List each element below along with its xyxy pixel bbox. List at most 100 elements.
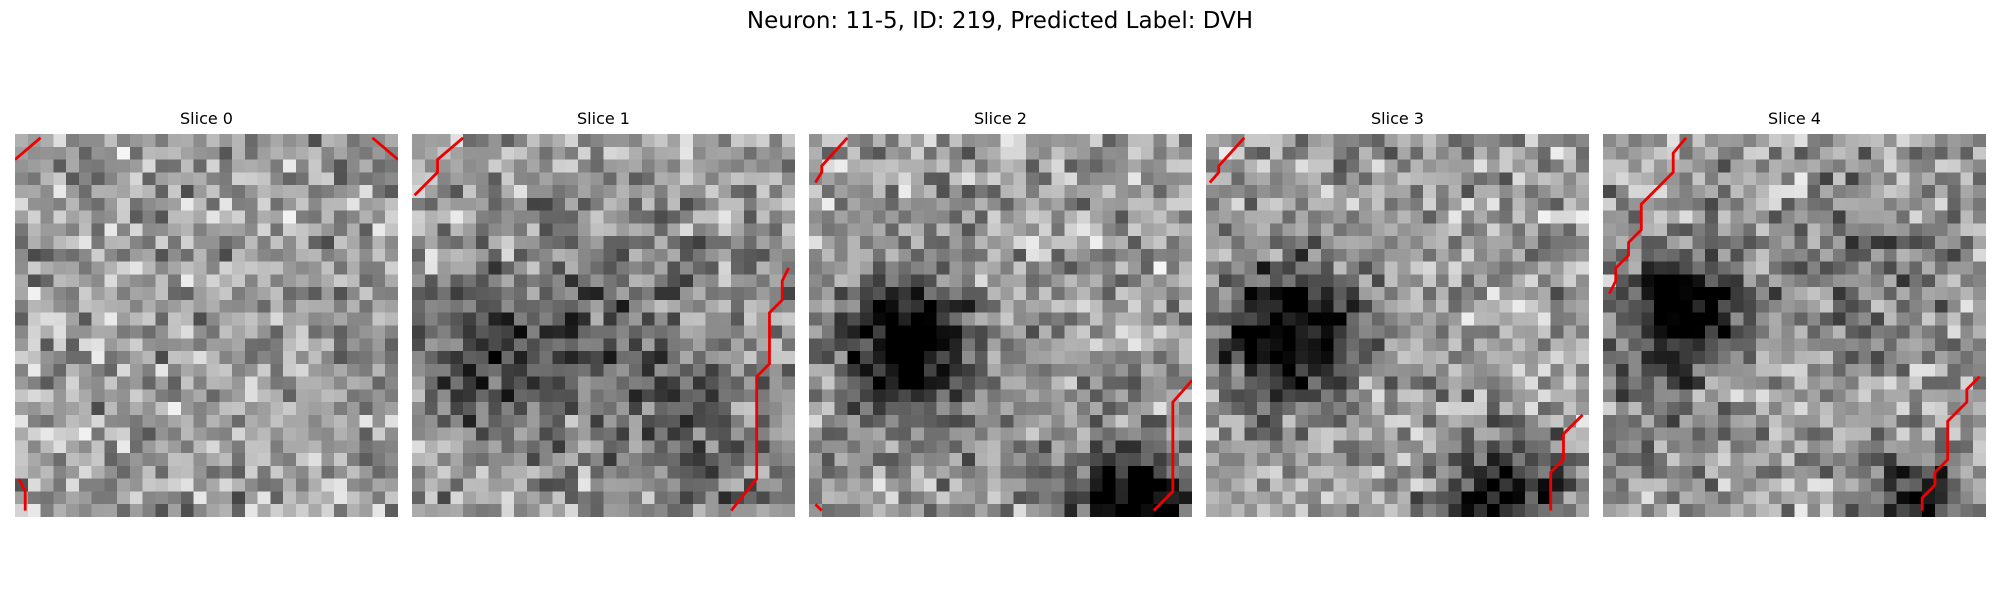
pixel (1371, 414, 1385, 428)
pixel (1807, 223, 1821, 237)
pixel (539, 236, 553, 250)
pixel (1679, 376, 1693, 390)
pixel (1026, 274, 1040, 288)
pixel (514, 504, 528, 517)
pixel (1603, 453, 1617, 467)
pixel (1320, 248, 1334, 262)
pixel (898, 185, 912, 199)
pixel (667, 185, 681, 199)
pixel (860, 146, 874, 160)
pixel (257, 210, 271, 224)
pixel (1013, 210, 1027, 224)
pixel (346, 402, 360, 416)
pixel (911, 312, 925, 326)
pixel (1346, 389, 1360, 403)
pixel (1781, 236, 1795, 250)
pixel (219, 491, 233, 505)
pixel (1820, 159, 1834, 173)
pixel (1934, 312, 1948, 326)
pixel (1934, 504, 1948, 517)
pixel (168, 159, 182, 173)
pixel (641, 146, 655, 160)
pixel (1654, 312, 1668, 326)
pixel (219, 261, 233, 275)
pixel (1743, 134, 1757, 148)
pixel (1512, 223, 1526, 237)
pixel (641, 248, 655, 262)
pixel (437, 312, 451, 326)
pixel (616, 325, 630, 339)
pixel (1333, 261, 1347, 275)
pixel (1051, 453, 1065, 467)
pixel (117, 185, 131, 199)
pixel (949, 440, 963, 454)
pixel (1384, 402, 1398, 416)
pixel (1257, 197, 1271, 211)
pixel (1000, 427, 1014, 441)
pixel (129, 453, 143, 467)
pixel (424, 504, 438, 517)
pixel (1244, 363, 1258, 377)
pixel (1179, 478, 1192, 492)
pixel (488, 287, 502, 301)
pixel (1756, 414, 1770, 428)
pixel (1641, 376, 1655, 390)
pixel (1641, 440, 1655, 454)
pixel (1909, 504, 1923, 517)
pixel (193, 363, 207, 377)
pixel (1166, 210, 1180, 224)
pixel (1384, 504, 1398, 517)
pixel (552, 134, 566, 148)
pixel (1871, 159, 1885, 173)
pixel (1269, 134, 1283, 148)
pixel (872, 427, 886, 441)
pixel (718, 427, 732, 441)
pixel (155, 287, 169, 301)
pixel (1077, 338, 1091, 352)
pixel (1832, 491, 1846, 505)
pixel (193, 287, 207, 301)
pixel (565, 236, 579, 250)
pixel (847, 478, 861, 492)
pixel (1537, 172, 1551, 186)
pixel (1115, 210, 1129, 224)
pixel (1308, 236, 1322, 250)
pixel (1320, 427, 1334, 441)
pixel (1474, 453, 1488, 467)
pixel (295, 376, 309, 390)
pixel (180, 261, 194, 275)
pixel (1820, 172, 1834, 186)
pixel (936, 197, 950, 211)
pixel (552, 210, 566, 224)
pixel (731, 363, 745, 377)
pixel (1537, 491, 1551, 505)
pixel (1947, 159, 1961, 173)
pixel (1603, 299, 1617, 313)
pixel (1384, 478, 1398, 492)
pixel (923, 312, 937, 326)
pixel (1871, 491, 1885, 505)
pixel (168, 338, 182, 352)
pixel (1641, 389, 1655, 403)
pixel (1089, 210, 1103, 224)
pixel (911, 478, 925, 492)
pixel (463, 312, 477, 326)
pixel (1563, 274, 1577, 288)
pixel (821, 402, 835, 416)
pixel (1896, 389, 1910, 403)
pixel (1153, 172, 1167, 186)
pixel (412, 274, 426, 288)
pixel (756, 465, 770, 479)
pixel (680, 134, 694, 148)
pixel (334, 210, 348, 224)
pixel (667, 299, 681, 313)
pixel (193, 491, 207, 505)
pixel (1486, 146, 1500, 160)
pixel (1000, 453, 1014, 467)
pixel (488, 363, 502, 377)
pixel (424, 338, 438, 352)
panel: Slice 0 (15, 108, 398, 517)
pixel (1231, 491, 1245, 505)
pixel (1359, 159, 1373, 173)
pixel (1231, 389, 1245, 403)
